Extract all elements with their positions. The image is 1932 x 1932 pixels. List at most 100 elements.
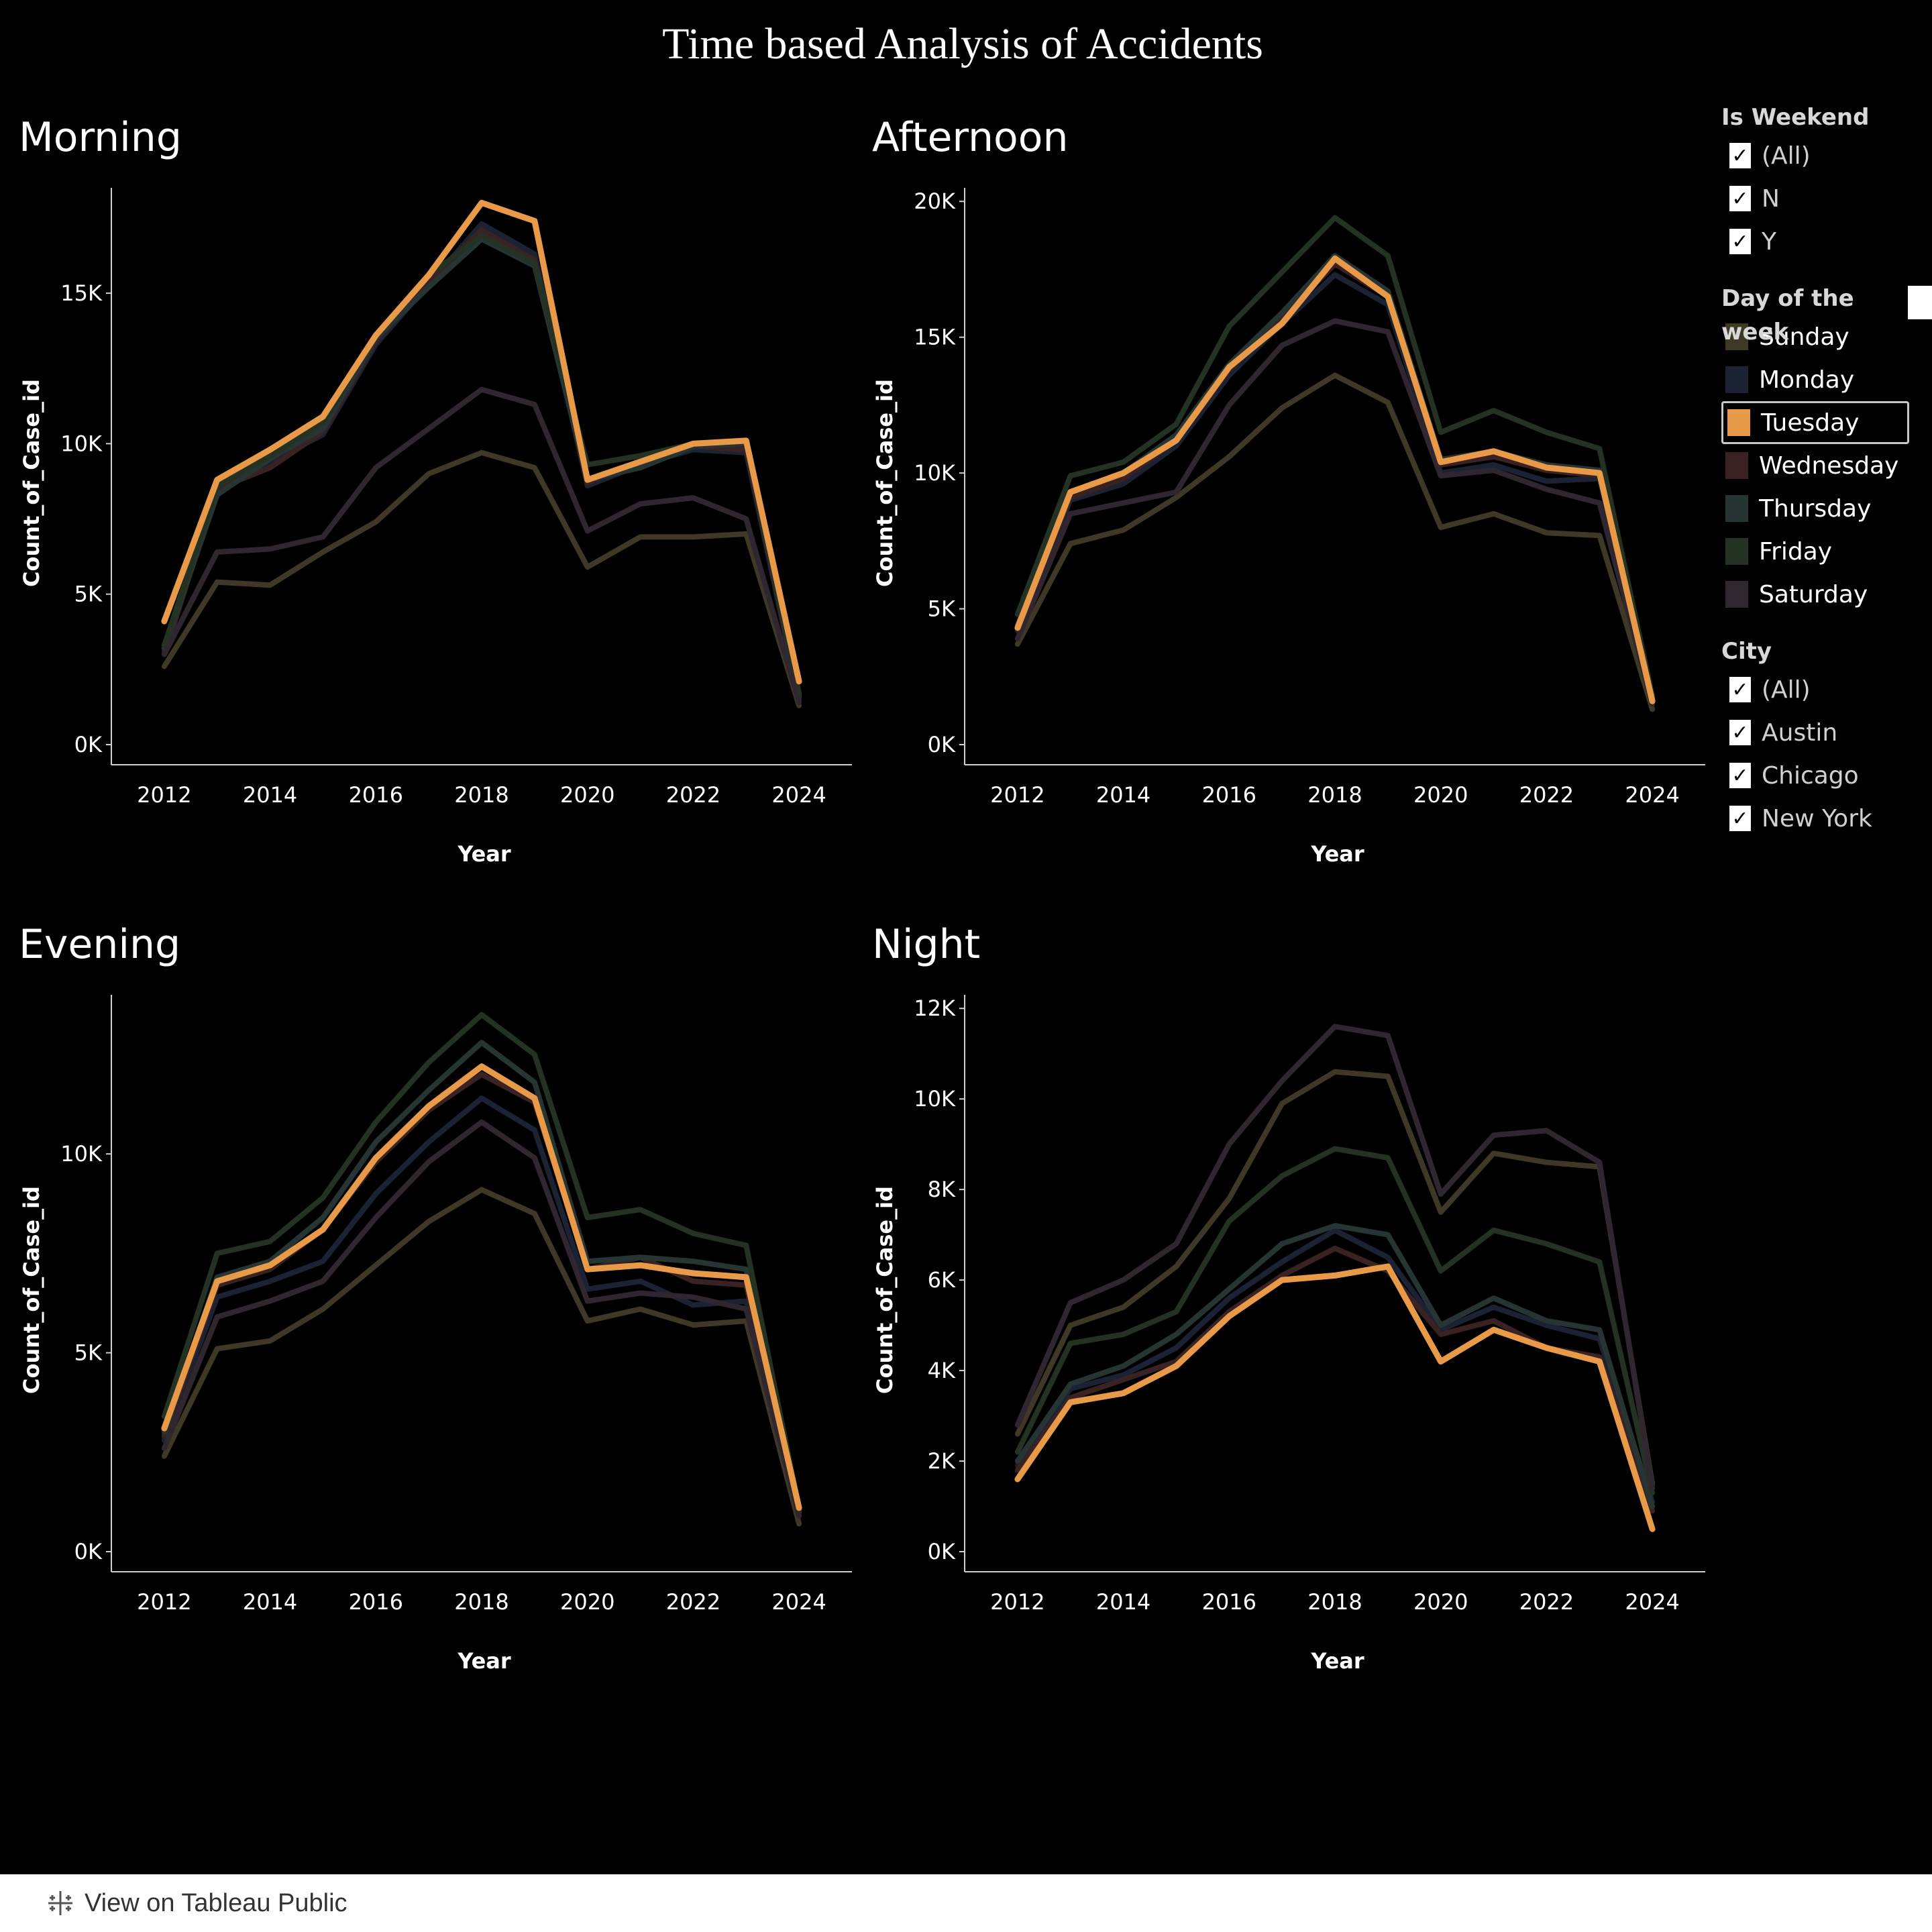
x-tick-label: 2024 [1625, 1589, 1679, 1615]
day-legend-title: Day of the week [1721, 282, 1932, 345]
series-line-monday[interactable] [1014, 1227, 1656, 1505]
x-tick-label: 2012 [990, 782, 1044, 808]
legend-swatch [1725, 452, 1748, 479]
legend-panel: Is Weekend ✓ (All) ✓ N ✓ Y Day of the we… [1721, 101, 1932, 840]
legend-swatch [1725, 495, 1748, 522]
y-axis-title: Count_of_Case_id [19, 1186, 44, 1394]
x-tick-label: 2022 [666, 1589, 720, 1615]
city-filter-austin[interactable]: ✓ Austin [1721, 711, 1923, 754]
day-legend-item-sunday[interactable]: Sunday [1721, 315, 1923, 358]
y-tick-label: 15K [60, 280, 103, 306]
series-line-tuesday[interactable] [161, 1063, 802, 1511]
weekend-filter-n[interactable]: ✓ N [1721, 177, 1923, 220]
day-legend-item-thursday[interactable]: Thursday [1721, 487, 1923, 530]
chart-panel-evening: Evening 0K 5K 10K 2012 2014 2016 2018 2020 2022 2… [19, 921, 871, 1699]
checkbox-checked-icon[interactable]: ✓ [1729, 763, 1751, 788]
checkbox-checked-icon[interactable]: ✓ [1729, 806, 1751, 831]
city-filter-label: New York [1762, 804, 1872, 833]
x-tick-label: 2022 [666, 782, 720, 808]
x-tick-label: 2022 [1519, 1589, 1574, 1615]
x-tick-label: 2012 [990, 1589, 1044, 1615]
city-filter-list: ✓ (All) ✓ Austin ✓ Chicago ✓ New York [1721, 668, 1923, 840]
day-legend-label: Wednesday [1759, 451, 1899, 480]
city-filter-label: Austin [1762, 718, 1838, 747]
x-tick-label: 2020 [560, 782, 614, 808]
series-line-sunday[interactable] [161, 1187, 802, 1527]
series-line-friday[interactable] [161, 233, 802, 696]
chart-panel-night: Night 0K 2K 4K 6K 8K 10K 12K 2012 2014 2016 2018 20… [872, 921, 1724, 1699]
day-legend-item-wednesday[interactable]: Wednesday [1721, 444, 1923, 487]
weekend-filter-all[interactable]: ✓ (All) [1721, 134, 1923, 177]
series-line-thursday[interactable] [161, 1040, 802, 1515]
y-axis-title: Count_of_Case_id [872, 379, 898, 587]
day-legend-item-saturday[interactable]: Saturday [1721, 573, 1923, 616]
y-tick-label: 5K [74, 1340, 103, 1366]
y-tick-label: 6K [928, 1267, 956, 1293]
city-filter-chicago[interactable]: ✓ Chicago [1721, 754, 1923, 797]
city-filter-all[interactable]: ✓ (All) [1721, 668, 1923, 711]
day-legend-label: Tuesday [1761, 409, 1860, 437]
series-line-monday[interactable] [1014, 272, 1656, 704]
y-tick-label: 0K [928, 732, 956, 757]
series-line-friday[interactable] [1014, 215, 1656, 699]
chart-svg-afternoon: 0K 5K 10K 15K 20K 2012 2014 2016 2018 2020 2022 202… [872, 188, 1705, 867]
y-tick-label: 0K [928, 1539, 956, 1564]
x-tick-label: 2016 [349, 1589, 403, 1615]
legend-menu-icon[interactable] [1908, 286, 1932, 319]
series-line-saturday[interactable] [1014, 1024, 1656, 1491]
y-axis-title: Count_of_Case_id [872, 1186, 898, 1394]
view-on-tableau-link[interactable]: View on Tableau Public [46, 1874, 347, 1932]
series-line-sunday[interactable] [1014, 372, 1656, 712]
y-tick-label: 10K [60, 431, 103, 456]
series-line-monday[interactable] [161, 1095, 802, 1519]
day-legend-label: Monday [1759, 366, 1855, 394]
series-line-tuesday[interactable] [1014, 1263, 1656, 1532]
chart-title-night: Night [872, 921, 981, 968]
series-line-tuesday[interactable] [161, 199, 802, 685]
x-tick-label: 2022 [1519, 782, 1574, 808]
weekend-filter-y[interactable]: ✓ Y [1721, 220, 1923, 263]
y-tick-label: 5K [74, 582, 103, 607]
weekend-filter-label: (All) [1762, 142, 1811, 170]
day-legend-item-monday[interactable]: Monday [1721, 358, 1923, 401]
checkbox-checked-icon[interactable]: ✓ [1729, 229, 1751, 254]
x-tick-label: 2012 [137, 782, 191, 808]
chart-svg-night: 0K 2K 4K 6K 8K 10K 12K 2012 2014 2016 2018 2020 2022… [872, 995, 1705, 1674]
weekend-filter-label: Y [1762, 227, 1776, 256]
x-tick-label: 2014 [1096, 1589, 1150, 1615]
series-line-sunday[interactable] [161, 449, 802, 708]
checkbox-checked-icon[interactable]: ✓ [1729, 186, 1751, 211]
series-line-thursday[interactable] [161, 236, 802, 700]
checkbox-checked-icon[interactable]: ✓ [1729, 720, 1751, 745]
day-legend-item-friday[interactable]: Friday [1721, 530, 1923, 573]
x-tick-label: 2024 [771, 1589, 826, 1615]
series-line-saturday[interactable] [1014, 318, 1656, 707]
dashboard-title: Time based Analysis of Accidents [662, 19, 1263, 68]
series-line-tuesday[interactable] [1014, 255, 1656, 704]
series-line-sunday[interactable] [1014, 1069, 1656, 1487]
series-line-thursday[interactable] [1014, 1223, 1656, 1509]
city-filter-label: Chicago [1762, 761, 1859, 790]
series-line-saturday[interactable] [161, 386, 802, 706]
y-tick-label: 10K [914, 460, 956, 486]
day-legend-label: Saturday [1759, 580, 1868, 608]
series-line-friday[interactable] [1014, 1146, 1656, 1496]
y-tick-label: 2K [928, 1448, 956, 1474]
day-legend-label: Sunday [1759, 323, 1849, 351]
y-tick-label: 10K [60, 1141, 103, 1167]
legend-swatch [1725, 581, 1748, 608]
x-tick-label: 2024 [1625, 782, 1679, 808]
checkbox-checked-icon[interactable]: ✓ [1729, 677, 1751, 702]
checkbox-checked-icon[interactable]: ✓ [1729, 143, 1751, 168]
series-line-saturday[interactable] [161, 1119, 802, 1519]
footer-bar: View on Tableau Public [0, 1874, 1932, 1932]
series-line-wednesday[interactable] [161, 1071, 802, 1515]
x-tick-label: 2020 [560, 1589, 614, 1615]
city-filter-new-york[interactable]: ✓ New York [1721, 797, 1923, 840]
y-tick-label: 12K [914, 996, 956, 1021]
day-legend-item-tuesday[interactable]: Tuesday [1721, 401, 1909, 444]
y-tick-label: 20K [914, 189, 956, 214]
chart-svg-morning: 0K 5K 10K 15K 2012 2014 2016 2018 2020 2022 2024 Ye… [19, 188, 852, 867]
series-line-friday[interactable] [161, 1012, 802, 1511]
legend-swatch [1725, 366, 1748, 393]
